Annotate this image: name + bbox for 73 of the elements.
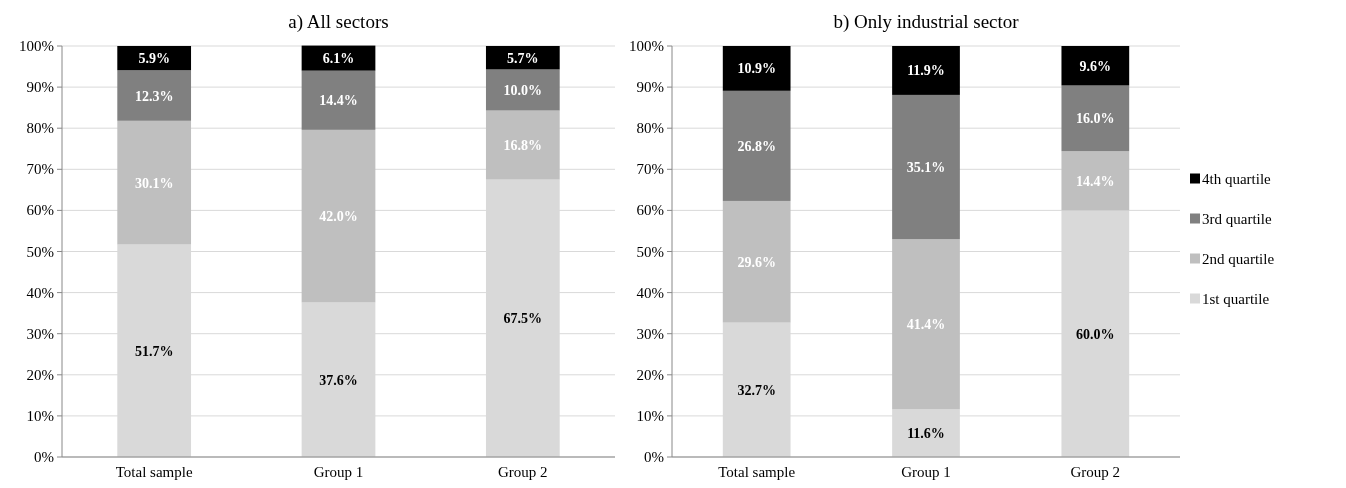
x-tick-label: Total sample bbox=[115, 464, 193, 480]
bar bbox=[1061, 151, 1130, 211]
y-tick-label: 0% bbox=[644, 449, 664, 465]
data-label: 11.9% bbox=[907, 63, 945, 79]
data-label: 37.6% bbox=[319, 372, 358, 388]
x-tick-label: Group 1 bbox=[313, 464, 364, 480]
data-label: 10.0% bbox=[503, 82, 543, 98]
y-tick-label: 20% bbox=[26, 366, 54, 383]
data-label: 5.7% bbox=[507, 50, 539, 66]
data-label: 32.7% bbox=[737, 382, 776, 398]
y-tick-label: 30% bbox=[26, 325, 54, 342]
y-tick-label: 40% bbox=[26, 284, 54, 301]
bar bbox=[1061, 46, 1130, 86]
data-label: 60.0% bbox=[1076, 326, 1115, 342]
data-label: 26.8% bbox=[737, 138, 776, 154]
data-label: 35.1% bbox=[906, 160, 946, 176]
legend-label: 4th quartile bbox=[1202, 170, 1272, 187]
legend-label: 2nd quartile bbox=[1202, 250, 1275, 267]
x-tick-label: Group 2 bbox=[498, 464, 548, 480]
x-tick-label: Group 1 bbox=[901, 464, 951, 480]
bar bbox=[485, 110, 560, 180]
data-label: 42.0% bbox=[319, 209, 358, 225]
data-label: 5.9% bbox=[138, 51, 170, 67]
y-tick-label: 10% bbox=[26, 407, 54, 424]
y-tick-label: 70% bbox=[636, 161, 664, 178]
y-tick-label: 80% bbox=[636, 120, 664, 137]
data-label: 12.3% bbox=[134, 88, 174, 104]
bar bbox=[1061, 85, 1130, 152]
y-tick-label: 100% bbox=[19, 38, 54, 54]
bar bbox=[485, 69, 560, 111]
y-tick-label: 30% bbox=[636, 325, 664, 342]
data-label: 67.5% bbox=[503, 311, 543, 327]
bar bbox=[301, 70, 376, 130]
y-tick-label: 100% bbox=[629, 38, 664, 54]
bar bbox=[117, 70, 192, 121]
data-label: 29.6% bbox=[737, 254, 776, 270]
y-tick-label: 90% bbox=[26, 79, 54, 96]
y-tick-label: 0% bbox=[34, 449, 54, 465]
y-tick-label: 60% bbox=[636, 202, 664, 219]
x-tick-label: Total sample bbox=[718, 464, 796, 480]
bar bbox=[892, 94, 960, 240]
chart-title: b) Only industrial sector bbox=[833, 11, 1020, 33]
bar bbox=[722, 90, 791, 201]
bar bbox=[301, 129, 376, 303]
data-label: 6.1% bbox=[322, 51, 355, 67]
bar bbox=[117, 120, 192, 245]
y-tick-label: 40% bbox=[636, 284, 664, 301]
legend-label: 3rd quartile bbox=[1202, 210, 1272, 227]
legend-label: 1st quartile bbox=[1202, 290, 1270, 307]
y-tick-label: 60% bbox=[26, 202, 54, 219]
data-label: 9.6% bbox=[1079, 58, 1112, 74]
data-label: 41.4% bbox=[906, 317, 946, 333]
y-tick-label: 80% bbox=[26, 120, 54, 137]
bar bbox=[722, 46, 791, 91]
data-label: 10.9% bbox=[737, 61, 776, 77]
data-label: 11.6% bbox=[907, 426, 945, 442]
bar bbox=[892, 239, 960, 410]
data-label: 51.7% bbox=[134, 343, 174, 359]
y-tick-label: 70% bbox=[26, 161, 54, 178]
y-tick-label: 20% bbox=[636, 366, 664, 383]
y-tick-label: 90% bbox=[636, 79, 664, 96]
data-label: 14.4% bbox=[1076, 173, 1115, 189]
bar bbox=[722, 200, 791, 323]
x-tick-label: Group 2 bbox=[1070, 464, 1121, 480]
y-tick-label: 50% bbox=[636, 243, 664, 260]
data-label: 14.4% bbox=[319, 93, 358, 109]
chart-title: a) All sectors bbox=[288, 11, 389, 33]
bar bbox=[892, 46, 960, 95]
data-label: 16.0% bbox=[1076, 111, 1115, 127]
data-label: 30.1% bbox=[134, 175, 174, 191]
y-tick-label: 10% bbox=[636, 407, 664, 424]
data-label: 16.8% bbox=[503, 138, 543, 154]
y-tick-label: 50% bbox=[26, 243, 54, 260]
